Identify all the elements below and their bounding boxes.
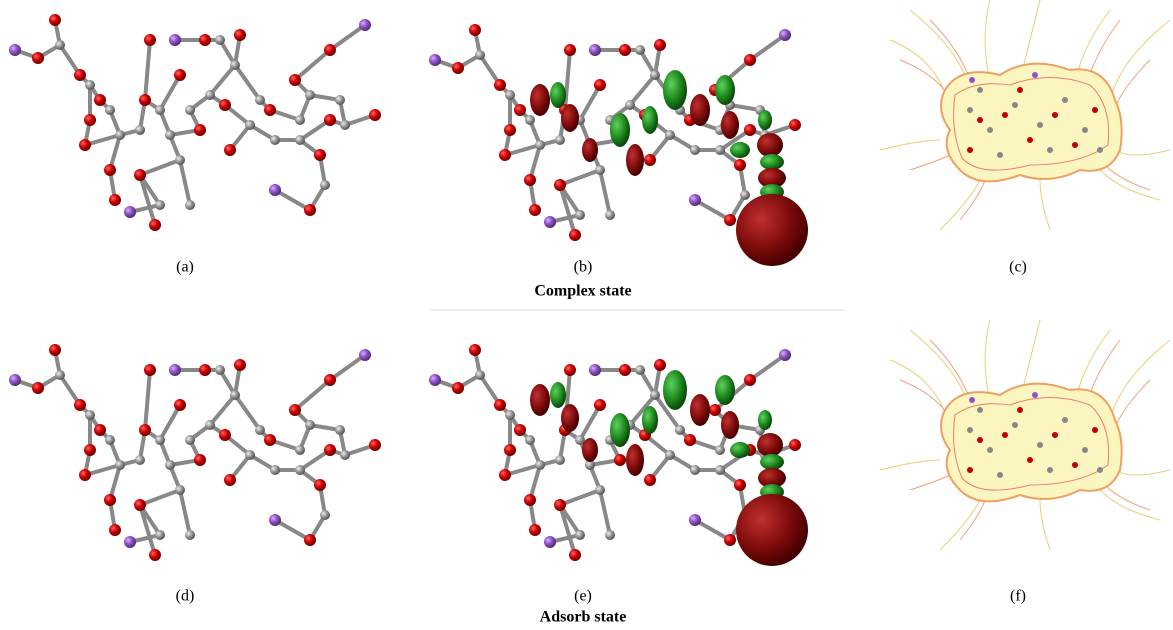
panel-label: (c) bbox=[1009, 259, 1027, 276]
group-title: Adsorb state bbox=[540, 609, 627, 626]
page: {"panels": [{"label": "(a)"}, {"label": … bbox=[0, 0, 1173, 630]
panel-label: (b) bbox=[574, 259, 593, 276]
panel-label: (a) bbox=[176, 259, 194, 276]
panel-label: (e) bbox=[574, 588, 592, 605]
group-title: Complex state bbox=[534, 283, 631, 300]
panel-label: (f) bbox=[1010, 588, 1026, 605]
figure: (a) (b) (c) Complex state (d) (e) (f) Ad… bbox=[0, 0, 1173, 630]
panel-label: (d) bbox=[176, 588, 195, 605]
